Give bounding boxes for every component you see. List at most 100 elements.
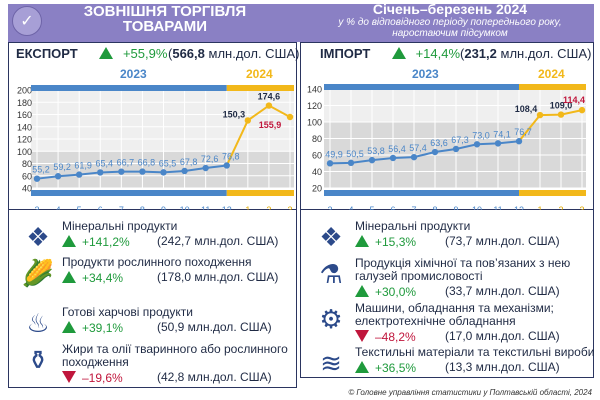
change-percent: +15,3% (375, 235, 417, 249)
up-arrow-icon (355, 361, 369, 373)
category-name: Мінеральні продукти (355, 219, 471, 233)
data-label: 72,6 (201, 154, 219, 164)
category-change: +36,5% (13,3 млн.дол. США) (355, 361, 597, 375)
data-point (347, 159, 355, 167)
data-label: 76,8 (222, 151, 240, 161)
band-2023 (31, 85, 227, 91)
data-label: 66,7 (117, 158, 135, 168)
y-tick-label: 140 (307, 85, 322, 95)
data-point (181, 167, 188, 175)
band-2023 (31, 190, 227, 196)
year-2023-label: 2023 (412, 67, 439, 81)
up-arrow-icon (99, 47, 114, 59)
import-items-panel (300, 210, 594, 378)
y-tick-label: 200 (17, 86, 32, 96)
data-label: 67,8 (180, 157, 198, 167)
band-2024 (519, 190, 586, 196)
x-tick-label: 2 (558, 205, 563, 210)
category-change: –19,6% (42,8 млн.дол. США) (62, 371, 294, 385)
category-name: Готові харчові продукти (62, 305, 193, 319)
x-tick-label: 1 (245, 205, 250, 210)
down-arrow-icon (62, 371, 76, 383)
export-panel (8, 42, 297, 210)
band-2024 (226, 85, 294, 91)
y-tick-label: 40 (22, 184, 32, 194)
y-tick-label: 80 (22, 159, 32, 169)
export-items-panel (8, 210, 297, 388)
period: Січень–березень 2024 (372, 1, 528, 17)
change-percent: +141,2% (82, 235, 130, 249)
x-tick-label: 11 (201, 205, 210, 210)
x-tick-label: 7 (119, 205, 124, 210)
import-panel (300, 42, 594, 210)
up-arrow-icon (62, 235, 76, 247)
subtitle: у % до відповідного періоду попереднього… (338, 17, 562, 28)
category-change: +30,0% (33,7 млн.дол. США) (355, 285, 597, 299)
x-tick-label: 2 (266, 205, 271, 210)
y-tick-label: 120 (307, 101, 322, 111)
x-tick-label: 10 (180, 205, 190, 210)
period-header: Січень–березень 2024 у % до відповідного… (310, 1, 590, 40)
data-label: 109,0 (550, 101, 573, 111)
data-point (431, 148, 439, 156)
data-point (160, 169, 167, 176)
category-item: Продукція хімічної та пов’язаних з нею г… (355, 257, 597, 299)
x-tick-label: 3 (327, 205, 332, 210)
x-tick-label: 3 (579, 205, 584, 210)
y-tick-label: 160 (17, 110, 32, 120)
x-tick-label: 10 (472, 205, 482, 210)
data-point (389, 154, 397, 162)
category-item: Жири та олії тваринного або рослинного п… (62, 343, 294, 385)
food-basket-icon: ♨ (26, 308, 50, 338)
x-tick-label: 3 (34, 205, 39, 210)
subtitle: наростаючим підсумком (392, 28, 508, 39)
data-point (54, 173, 62, 180)
x-tick-label: 4 (348, 205, 353, 210)
data-label: 59,2 (53, 162, 71, 172)
x-tick-label: 8 (140, 205, 145, 210)
series-2023-line (36, 164, 227, 180)
export-chart: 40 60 80 100 120 140 160 180 200 55,2 3 59,2 4 61,9 5 6… (17, 85, 294, 210)
category-name: Жири та олії тваринного або рослинного п… (62, 342, 288, 369)
band-2023 (324, 84, 519, 90)
data-point (286, 113, 294, 121)
globe-icon: ✓ (12, 6, 42, 36)
change-percent: +30,0% (375, 285, 417, 299)
title-line: ЗОВНІШНЯ ТОРГІВЛЯ (83, 3, 247, 20)
category-change: +34,4% (178,0 млн.дол. США) (62, 271, 294, 285)
category-item: Мінеральні продукти +141,2% (242,7 млн.дол… (62, 220, 294, 249)
category-amount: (33,7 млн.дол. США) (445, 284, 560, 298)
unit: млн.дол. США (500, 46, 588, 61)
oil-bottle-icon: ⚱ (27, 345, 49, 375)
x-tick-label: 3 (287, 205, 292, 210)
data-label: 65,5 (159, 158, 177, 168)
x-tick-label: 6 (98, 205, 103, 210)
x-tick-label: 5 (369, 205, 374, 210)
import-amount: 231,2 (464, 46, 497, 61)
crystals-icon: ❖ (26, 222, 50, 252)
category-item: Готові харчові продукти +39,1% (50,9 млн.д… (62, 306, 294, 335)
x-tick-label: 5 (77, 205, 82, 210)
header-banner (8, 4, 594, 42)
y-tick-label: 180 (17, 98, 32, 108)
import-chart: 20 40 60 80 100 120 140 49,9 3 50,5 4 53,8 5 56,4 6 57,… (307, 84, 586, 210)
category-amount: (17,0 млн.дол. США) (445, 329, 560, 343)
category-name: Мінеральні продукти (62, 219, 178, 233)
data-label: 50,5 (346, 149, 364, 159)
data-point (326, 160, 334, 167)
data-point (536, 111, 544, 119)
export-change: +55,9% (122, 46, 168, 61)
up-arrow-icon (355, 235, 369, 247)
up-arrow-icon (391, 47, 406, 59)
data-point (223, 162, 230, 169)
x-tick-label: 4 (56, 205, 61, 210)
y-tick-label: 20 (312, 184, 322, 194)
machine-gear-icon: ⚙ (319, 304, 343, 334)
data-point (473, 141, 481, 148)
data-label: 73,0 (472, 130, 490, 140)
import-label: ІМПОРТ (320, 46, 371, 61)
data-label: 67,3 (451, 135, 469, 145)
band-2024 (519, 84, 586, 90)
category-amount: (42,8 млн.дол. США) (157, 370, 272, 384)
category-change: +141,2% (242,7 млн.дол. США) (62, 235, 294, 249)
